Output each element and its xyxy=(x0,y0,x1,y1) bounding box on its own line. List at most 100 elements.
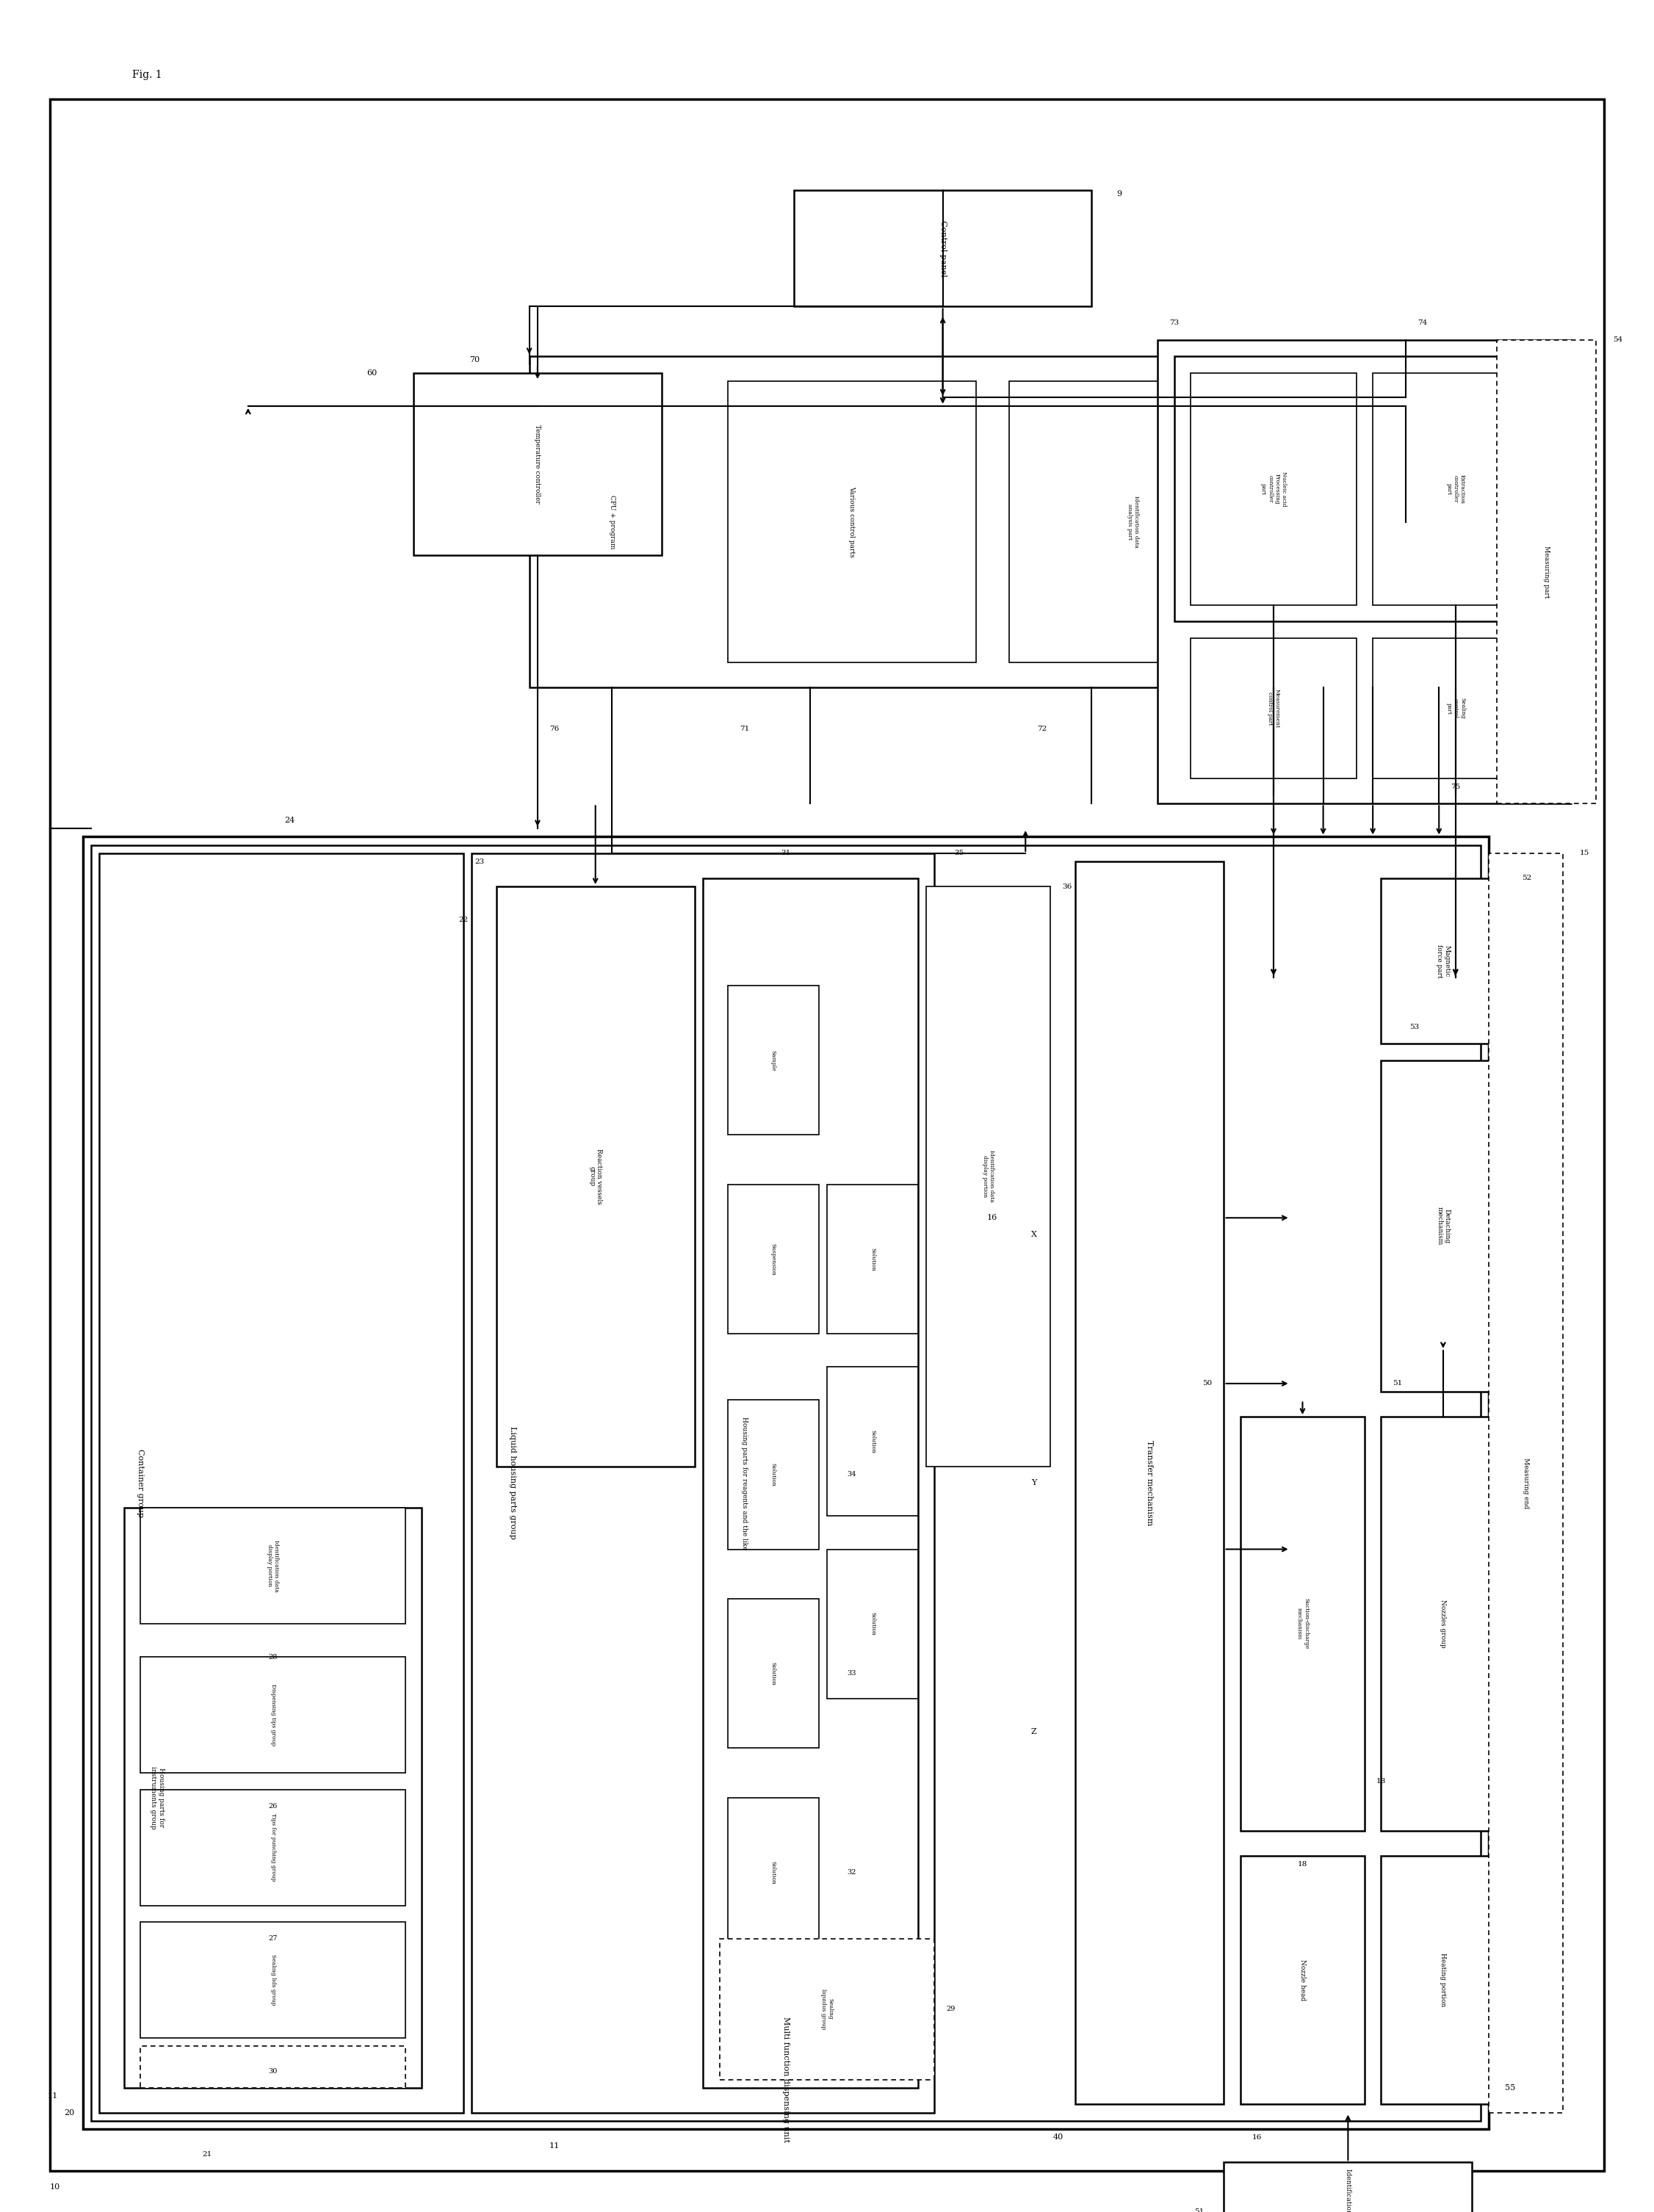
Text: Transfer mechanism: Transfer mechanism xyxy=(1146,1440,1153,1526)
Bar xyxy=(141,1790,405,1905)
Text: Tips for punching group: Tips for punching group xyxy=(270,1814,276,1882)
Bar xyxy=(1191,637,1356,779)
Text: X: X xyxy=(1030,1230,1037,1239)
Text: 22: 22 xyxy=(458,916,468,922)
Text: Dispensing tips group: Dispensing tips group xyxy=(270,1683,276,1745)
Text: 10: 10 xyxy=(50,2183,60,2190)
Text: Identification data
display portion: Identification data display portion xyxy=(982,1150,994,1203)
Text: 24: 24 xyxy=(284,816,294,823)
Bar xyxy=(83,836,1489,2130)
Bar xyxy=(1381,1416,1505,1832)
Bar xyxy=(1373,637,1538,779)
Text: 27: 27 xyxy=(268,1936,278,1942)
Text: Solution: Solution xyxy=(870,1248,875,1272)
Text: Sample: Sample xyxy=(771,1051,776,1071)
Bar xyxy=(1240,1856,1365,2104)
Text: 32: 32 xyxy=(847,1869,857,1876)
Text: CPU + program: CPU + program xyxy=(609,495,615,549)
Text: Fig. 1: Fig. 1 xyxy=(132,69,162,80)
Text: Measuring part: Measuring part xyxy=(1543,546,1550,597)
Bar xyxy=(728,1400,819,1548)
Text: 15: 15 xyxy=(1580,849,1589,856)
Text: 26: 26 xyxy=(268,1803,278,1809)
Text: 52: 52 xyxy=(1522,876,1532,880)
Bar xyxy=(99,854,463,2112)
Bar xyxy=(141,2046,405,2088)
Bar xyxy=(827,1186,918,1334)
Text: 70: 70 xyxy=(470,356,480,363)
Text: 51: 51 xyxy=(1194,2210,1204,2212)
Text: Identification data
display portion: Identification data display portion xyxy=(266,1540,280,1593)
Text: 72: 72 xyxy=(1037,726,1047,732)
Bar xyxy=(719,1938,935,2079)
Text: 75: 75 xyxy=(1451,783,1460,790)
Text: Identification data reader: Identification data reader xyxy=(1345,2168,1351,2212)
Bar xyxy=(926,887,1050,1467)
Text: 31: 31 xyxy=(781,849,791,856)
Bar xyxy=(794,190,1092,307)
Text: Sealing lids group: Sealing lids group xyxy=(270,1955,276,2006)
Text: Control panel: Control panel xyxy=(939,221,946,276)
Text: 11: 11 xyxy=(48,2093,58,2099)
Text: Liquid housing parts group: Liquid housing parts group xyxy=(509,1427,516,1540)
Text: 34: 34 xyxy=(847,1471,857,1478)
Text: Solution: Solution xyxy=(771,1860,776,1885)
Bar xyxy=(1373,374,1538,604)
Text: 30: 30 xyxy=(268,2068,278,2075)
Text: 21: 21 xyxy=(202,2150,212,2157)
Bar xyxy=(827,1367,918,1515)
Bar xyxy=(91,845,1480,2121)
Text: 35: 35 xyxy=(954,849,964,856)
Text: Z: Z xyxy=(1030,1728,1037,1734)
Bar xyxy=(496,887,695,1467)
Text: 60: 60 xyxy=(367,369,377,376)
Text: Identification data
analysis part: Identification data analysis part xyxy=(1126,495,1140,549)
Bar xyxy=(1381,1856,1505,2104)
Bar xyxy=(414,374,662,555)
Bar xyxy=(1191,374,1356,604)
Text: Solution: Solution xyxy=(870,1613,875,1635)
Bar xyxy=(1497,341,1596,803)
Text: Nozzle head: Nozzle head xyxy=(1300,1960,1305,2000)
Text: Detaching
mechanism: Detaching mechanism xyxy=(1436,1208,1451,1245)
Text: 71: 71 xyxy=(739,726,749,732)
Text: Temperature controller: Temperature controller xyxy=(534,425,541,504)
Bar xyxy=(1381,1060,1505,1391)
Text: Suspension: Suspension xyxy=(771,1243,776,1276)
Text: Solution: Solution xyxy=(771,1462,776,1486)
Text: 53: 53 xyxy=(1409,1024,1419,1031)
Bar xyxy=(471,854,935,2112)
Bar xyxy=(141,1509,405,1624)
Text: 28: 28 xyxy=(268,1655,278,1661)
Text: Measuring end: Measuring end xyxy=(1523,1458,1528,1509)
Text: 51: 51 xyxy=(1393,1380,1403,1387)
Text: 55: 55 xyxy=(1505,2084,1515,2090)
Text: 73: 73 xyxy=(1169,321,1179,327)
Bar xyxy=(728,1599,819,1747)
Bar xyxy=(1158,341,1571,803)
Bar xyxy=(827,1548,918,1699)
Text: 54: 54 xyxy=(1613,336,1623,343)
Bar xyxy=(728,1798,819,1947)
Bar xyxy=(728,380,976,664)
Text: Container group: Container group xyxy=(137,1449,144,1517)
Text: 16: 16 xyxy=(1252,2135,1262,2141)
Bar xyxy=(1075,863,1224,2104)
Text: Sealing
liquidus group: Sealing liquidus group xyxy=(820,1989,834,2028)
Text: Various control parts: Various control parts xyxy=(849,487,855,557)
Text: Housing parts for reagents and the like: Housing parts for reagents and the like xyxy=(741,1416,748,1551)
Text: Measurement
control part: Measurement control part xyxy=(1267,688,1280,728)
Bar xyxy=(141,1922,405,2037)
Text: 18: 18 xyxy=(1298,1860,1307,1867)
Text: Extraction
controller
part: Extraction controller part xyxy=(1446,473,1465,504)
Text: Heating portion: Heating portion xyxy=(1441,1953,1446,2006)
Bar xyxy=(1009,380,1257,664)
Bar xyxy=(1381,878,1505,1044)
Text: Reaction vessels
group: Reaction vessels group xyxy=(589,1148,602,1203)
Text: 74: 74 xyxy=(1417,321,1427,327)
Bar xyxy=(141,1657,405,1772)
Text: Magnetic
force part: Magnetic force part xyxy=(1436,945,1451,978)
Text: 23: 23 xyxy=(475,858,485,865)
Text: Nozzles group: Nozzles group xyxy=(1441,1599,1446,1648)
Bar xyxy=(1489,854,1563,2112)
